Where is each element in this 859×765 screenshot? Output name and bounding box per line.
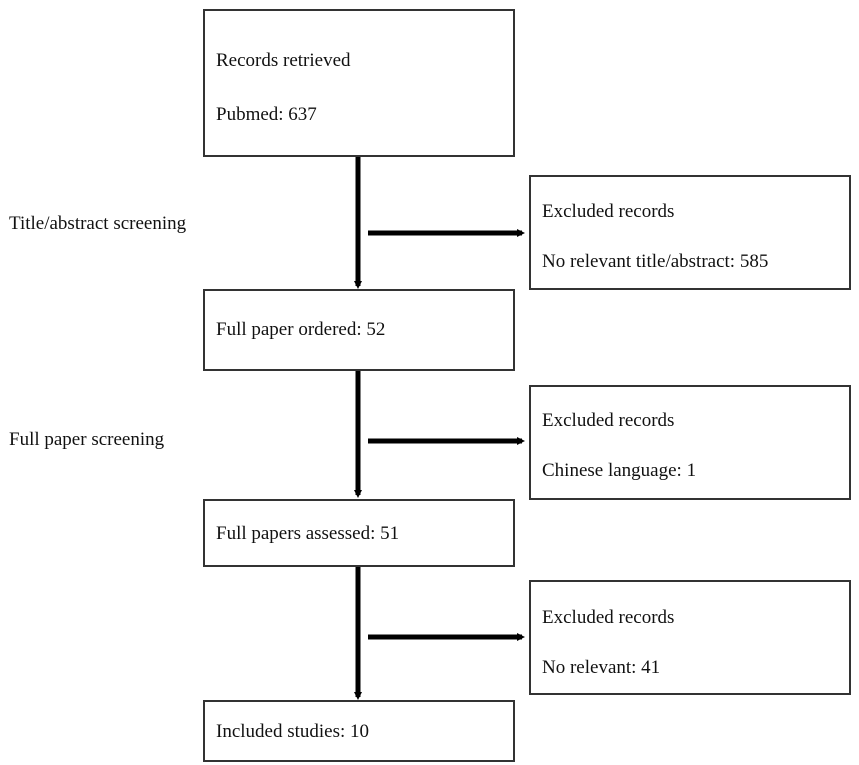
exclusion-box-2 — [529, 385, 851, 500]
stage-label-title-abstract: Title/abstract screening — [9, 213, 187, 234]
stage-label-full-paper: Full paper screening — [9, 429, 165, 450]
records-retrieved-box — [203, 9, 515, 157]
exclusion-box-1 — [529, 175, 851, 290]
full-paper-ordered-label: Full paper ordered: 52 — [216, 319, 386, 340]
included-studies-box — [203, 700, 515, 762]
exclusion-3-title: Excluded records — [542, 607, 675, 628]
full-paper-ordered-box — [203, 289, 515, 371]
full-papers-assessed-box — [203, 499, 515, 567]
exclusion-1-detail: No relevant title/abstract: 585 — [542, 251, 769, 272]
exclusion-1-title: Excluded records — [542, 201, 675, 222]
records-retrieved-count: Pubmed: 637 — [216, 104, 317, 125]
exclusion-3-detail: No relevant: 41 — [542, 657, 661, 678]
included-studies-label: Included studies: 10 — [216, 721, 370, 742]
full-papers-assessed-label: Full papers assessed: 51 — [216, 523, 400, 544]
exclusion-box-3 — [529, 580, 851, 695]
exclusion-2-detail: Chinese language: 1 — [542, 460, 697, 481]
records-retrieved-label: Records retrieved — [216, 50, 351, 71]
exclusion-2-title: Excluded records — [542, 410, 675, 431]
